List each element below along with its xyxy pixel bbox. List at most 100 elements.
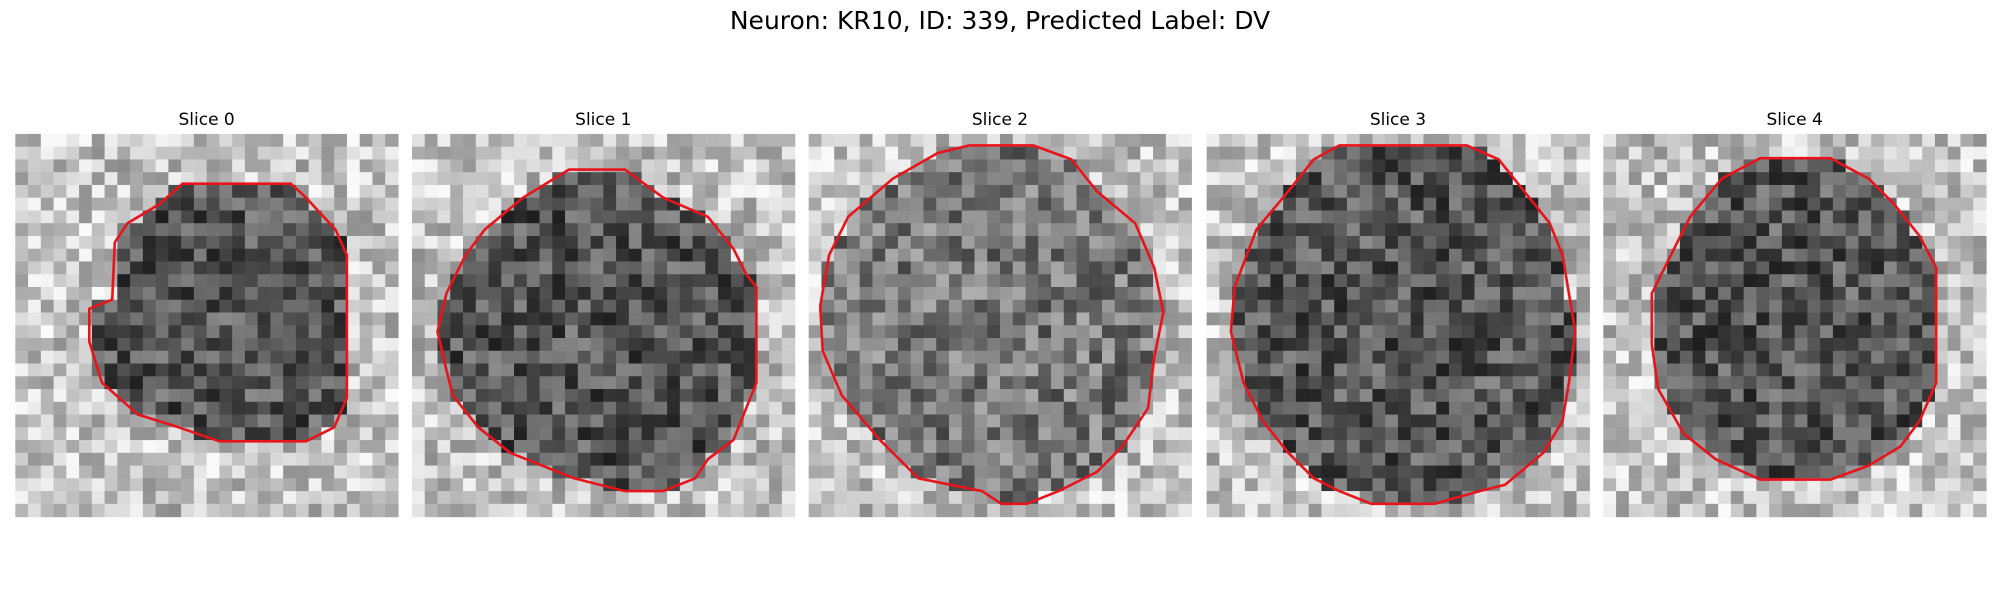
pixel bbox=[1820, 325, 1834, 339]
pixel bbox=[79, 235, 93, 250]
pixel bbox=[1883, 299, 1898, 314]
pixel bbox=[718, 299, 732, 314]
pixel bbox=[1063, 389, 1078, 403]
pixel bbox=[1410, 491, 1425, 505]
pixel bbox=[590, 414, 604, 428]
pixel bbox=[346, 197, 361, 212]
pixel bbox=[181, 312, 195, 326]
pixel bbox=[821, 299, 835, 314]
pixel bbox=[821, 223, 835, 237]
pixel bbox=[193, 286, 208, 301]
pixel bbox=[104, 184, 118, 199]
pixel bbox=[1692, 338, 1706, 352]
pixel bbox=[1820, 299, 1834, 314]
pixel bbox=[1525, 465, 1539, 479]
pixel bbox=[590, 363, 604, 377]
pixel bbox=[846, 427, 861, 441]
pixel bbox=[821, 172, 835, 186]
pixel bbox=[334, 133, 348, 148]
pixel bbox=[641, 274, 655, 288]
pixel bbox=[66, 248, 80, 263]
pixel bbox=[1679, 325, 1694, 339]
pixel bbox=[1102, 133, 1116, 148]
pixel bbox=[257, 363, 272, 377]
pixel bbox=[1871, 146, 1885, 161]
pixel bbox=[1807, 363, 1821, 377]
pixel bbox=[1140, 312, 1154, 326]
pixel bbox=[654, 350, 668, 365]
slice-panel: Slice 4 bbox=[1603, 110, 1987, 518]
pixel bbox=[1871, 376, 1885, 390]
pixel bbox=[385, 350, 399, 365]
pixel bbox=[1960, 235, 1974, 250]
pixel bbox=[475, 261, 490, 275]
pixel bbox=[1140, 465, 1154, 479]
pixel bbox=[321, 235, 335, 250]
pixel bbox=[679, 286, 694, 301]
pixel bbox=[1743, 274, 1757, 288]
pixel bbox=[155, 184, 169, 199]
pixel bbox=[1718, 286, 1732, 301]
pixel bbox=[1206, 223, 1220, 237]
pixel bbox=[346, 223, 361, 237]
pixel bbox=[1448, 325, 1463, 339]
pixel bbox=[411, 274, 426, 288]
pixel bbox=[321, 133, 335, 148]
pixel bbox=[1102, 286, 1116, 301]
pixel bbox=[1667, 478, 1681, 492]
pixel bbox=[641, 248, 655, 263]
pixel bbox=[244, 146, 259, 161]
pixel bbox=[1500, 197, 1514, 212]
pixel bbox=[1397, 491, 1412, 505]
pixel bbox=[667, 210, 681, 224]
pixel bbox=[974, 172, 988, 186]
pixel bbox=[283, 350, 297, 365]
pixel bbox=[1538, 197, 1552, 212]
pixel bbox=[1730, 299, 1745, 314]
pixel bbox=[501, 248, 515, 263]
pixel bbox=[846, 325, 861, 339]
pixel bbox=[283, 414, 297, 428]
pixel bbox=[1730, 338, 1745, 352]
pixel bbox=[1089, 235, 1103, 250]
pixel bbox=[1461, 427, 1476, 441]
pixel bbox=[53, 440, 67, 454]
pixel bbox=[1730, 312, 1745, 326]
pixel bbox=[1896, 312, 1911, 326]
pixel bbox=[1436, 338, 1450, 352]
pixel bbox=[295, 491, 310, 505]
pixel bbox=[1089, 338, 1103, 352]
pixel bbox=[1295, 389, 1310, 403]
pixel bbox=[411, 261, 426, 275]
pixel bbox=[334, 350, 348, 365]
pixel bbox=[1500, 235, 1514, 250]
pixel bbox=[168, 133, 182, 148]
pixel bbox=[1616, 376, 1630, 390]
pixel bbox=[206, 299, 220, 314]
pixel bbox=[1781, 248, 1796, 263]
pixel bbox=[1257, 197, 1272, 212]
pixel bbox=[667, 452, 681, 467]
pixel bbox=[1718, 146, 1732, 161]
pixel bbox=[577, 338, 592, 352]
pixel bbox=[308, 325, 323, 339]
pixel bbox=[987, 172, 1001, 186]
pixel bbox=[1500, 389, 1514, 403]
pixel bbox=[1730, 286, 1745, 301]
pixel bbox=[53, 401, 67, 416]
pixel bbox=[372, 197, 386, 212]
pixel bbox=[603, 363, 617, 377]
pixel bbox=[385, 146, 399, 161]
pixel bbox=[1051, 312, 1065, 326]
pixel bbox=[936, 197, 950, 212]
pixel bbox=[1270, 133, 1284, 148]
pixel bbox=[1295, 274, 1310, 288]
pixel bbox=[79, 223, 93, 237]
pixel bbox=[1667, 427, 1681, 441]
pixel bbox=[897, 440, 912, 454]
pixel bbox=[283, 491, 297, 505]
pixel bbox=[1206, 465, 1220, 479]
pixel bbox=[756, 376, 770, 390]
pixel bbox=[79, 440, 93, 454]
pixel bbox=[846, 452, 861, 467]
